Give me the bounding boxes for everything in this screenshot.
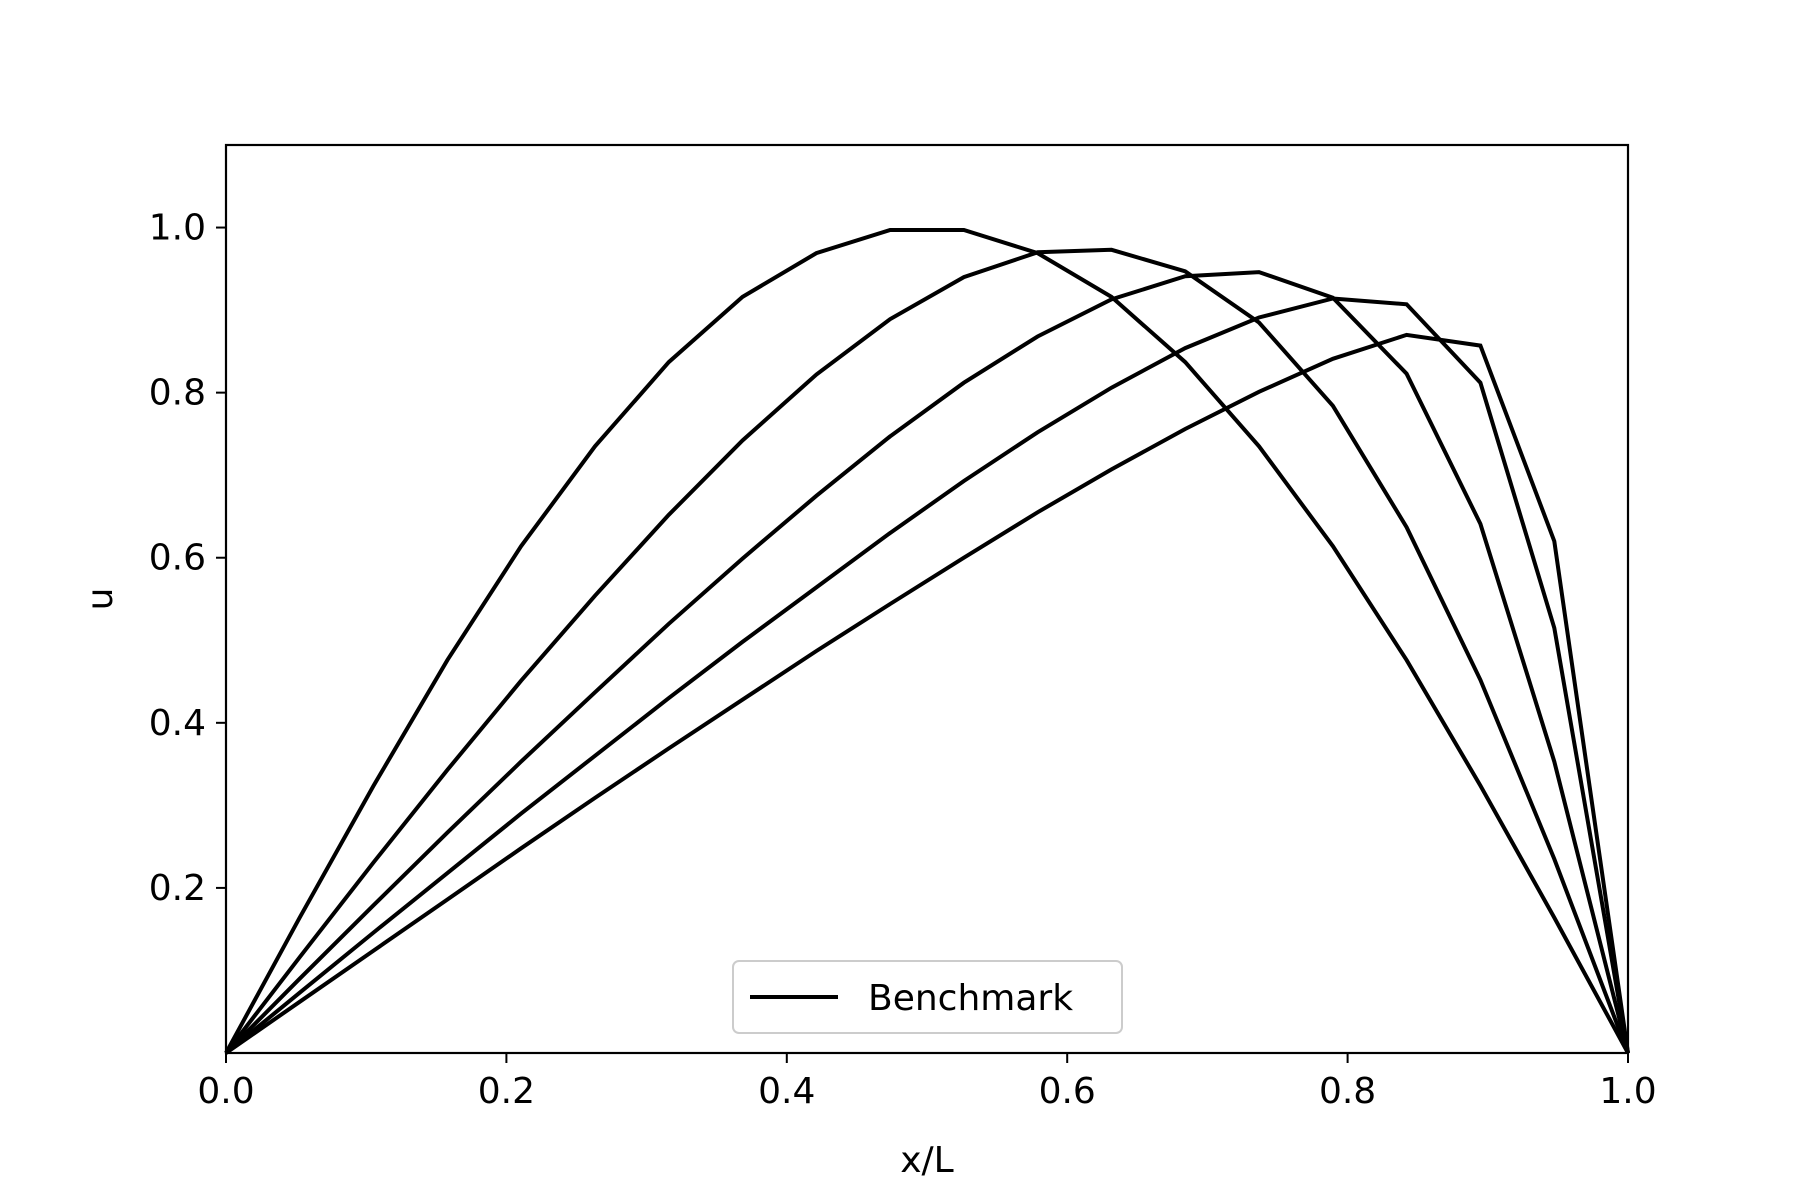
x-tick-label: 0.8 — [1319, 1071, 1376, 1112]
ticks-layer: 0.0 0.2 0.4 0.6 0.8 1.0 0.2 0.4 0.6 0.8 1.0 — [149, 208, 1657, 1112]
series-line-5 — [224, 332, 1630, 1055]
x-tick-label: 0.4 — [758, 1071, 815, 1112]
axes-frame — [224, 143, 1630, 1055]
legend-label-benchmark: Benchmark — [868, 978, 1073, 1019]
series-line-2 — [224, 247, 1630, 1055]
y-tick-label: 1.0 — [149, 208, 206, 249]
y-axis-label: u — [80, 588, 121, 611]
y-tick-label: 0.8 — [149, 373, 206, 414]
series-line-4 — [224, 296, 1630, 1055]
series-layer — [224, 228, 1630, 1055]
series-line-3 — [224, 270, 1630, 1055]
y-tick-label: 0.2 — [149, 868, 206, 909]
x-tick-label: 1.0 — [1599, 1071, 1656, 1112]
x-tick-label: 0.6 — [1039, 1071, 1096, 1112]
x-tick-label: 0.0 — [197, 1071, 254, 1112]
legend: Benchmark — [732, 960, 1123, 1034]
y-tick-label: 0.6 — [149, 538, 206, 579]
x-axis-label: x/L — [900, 1140, 954, 1181]
series-line-1 — [224, 228, 1630, 1054]
legend-box — [732, 960, 1123, 1034]
x-tick-label: 0.2 — [478, 1071, 535, 1112]
y-tick-label: 0.4 — [149, 703, 206, 744]
